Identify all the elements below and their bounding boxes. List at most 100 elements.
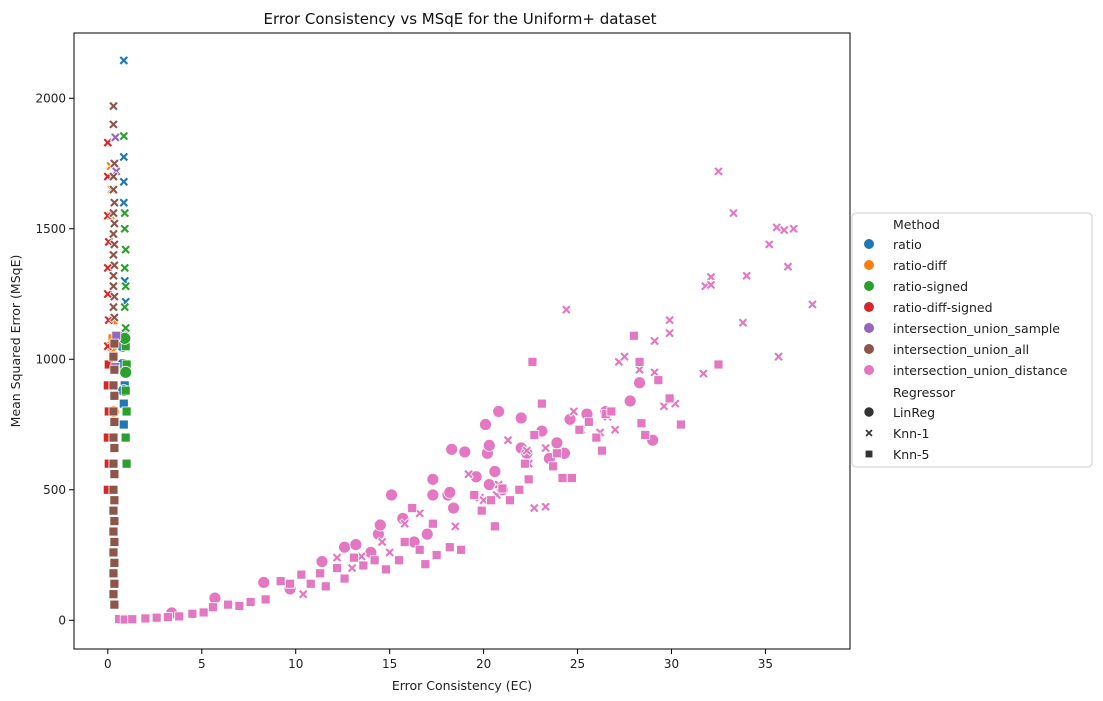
data-point-intersection-union-all-knn-5 bbox=[108, 505, 119, 516]
legend-hue-title: Method bbox=[893, 217, 940, 232]
data-point-intersection-union-distance-knn-1 bbox=[331, 552, 343, 564]
data-point-intersection-union-distance-knn-5 bbox=[332, 563, 342, 573]
data-point-intersection-union-distance-knn-1 bbox=[609, 424, 621, 436]
y-axis-ticks: 0 500 1000 1500 2000 bbox=[35, 91, 74, 627]
data-point-intersection-union-distance-knn-5 bbox=[529, 430, 540, 440]
data-point-intersection-union-distance-linreg bbox=[633, 376, 646, 390]
data-point-intersection-union-distance-knn-1 bbox=[568, 406, 580, 417]
y-tick-label: 1000 bbox=[35, 352, 66, 366]
data-point-intersection-union-all-knn-5 bbox=[108, 568, 119, 579]
data-point-intersection-union-distance-knn-1 bbox=[634, 364, 645, 376]
data-point-intersection-union-distance-knn-5 bbox=[591, 432, 602, 443]
data-point-intersection-union-distance-knn-5 bbox=[636, 418, 647, 429]
data-point-intersection-union-distance-knn-5 bbox=[223, 599, 233, 610]
data-point-intersection-union-distance-knn-5 bbox=[381, 564, 391, 575]
data-point-intersection-union-distance-knn-5 bbox=[456, 544, 466, 555]
data-point-ratio-signed-knn-5 bbox=[121, 406, 132, 417]
data-point-intersection-union-distance-linreg bbox=[445, 442, 459, 456]
data-point-intersection-union-distance-knn-5 bbox=[305, 578, 316, 589]
data-point-intersection-union-distance-knn-5 bbox=[339, 573, 350, 584]
data-point-intersection-union-distance-knn-1 bbox=[664, 314, 676, 326]
data-point-intersection-union-all-knn-1 bbox=[108, 270, 119, 282]
data-point-intersection-union-distance-knn-5 bbox=[399, 537, 410, 547]
y-tick-label: 2000 bbox=[35, 91, 66, 105]
data-point-intersection-union-distance-linreg bbox=[458, 445, 472, 459]
data-point-intersection-union-all-knn-1 bbox=[108, 207, 119, 219]
data-point-intersection-union-distance-knn-5 bbox=[713, 359, 724, 370]
data-point-intersection-union-distance-knn-5 bbox=[260, 594, 271, 605]
legend-swatch-ratio-diff bbox=[864, 260, 874, 270]
legend-marker-knn-5 bbox=[864, 449, 874, 459]
x-tick-label: 25 bbox=[570, 657, 585, 671]
data-point-intersection-union-distance-knn-5 bbox=[420, 559, 431, 570]
data-point-intersection-union-all-knn-1 bbox=[108, 100, 119, 112]
data-point-intersection-union-all-knn-1 bbox=[108, 184, 119, 196]
data-point-intersection-union-distance-knn-5 bbox=[427, 518, 438, 529]
data-point-intersection-union-distance-linreg bbox=[447, 501, 460, 515]
data-point-intersection-union-distance-knn-1 bbox=[346, 562, 358, 574]
data-point-intersection-union-distance-knn-5 bbox=[444, 542, 455, 553]
data-point-ratio-signed-knn-1 bbox=[119, 301, 131, 313]
data-point-ratio-signed-knn-1 bbox=[120, 244, 132, 256]
data-point-intersection-union-distance-knn-5 bbox=[634, 356, 645, 367]
data-point-ratio-signed-knn-1 bbox=[119, 262, 131, 274]
data-point-intersection-union-distance-knn-1 bbox=[414, 507, 426, 519]
legend-label-intersection-union-distance: intersection_union_distance bbox=[893, 363, 1068, 378]
data-point-intersection-union-distance-knn-1 bbox=[649, 366, 660, 378]
data-point-intersection-union-all-knn-5 bbox=[108, 380, 119, 391]
data-point-intersection-union-distance-knn-1 bbox=[782, 261, 794, 273]
data-point-intersection-union-all-knn-1 bbox=[109, 291, 120, 303]
legend-label-ratio: ratio bbox=[893, 237, 922, 252]
data-point-intersection-union-distance-knn-1 bbox=[778, 224, 790, 236]
data-point-intersection-union-distance-knn-1 bbox=[713, 165, 724, 177]
data-point-intersection-union-distance-linreg bbox=[208, 591, 222, 605]
legend-swatch-intersection-union-sample bbox=[864, 323, 874, 333]
data-point-intersection-union-distance-knn-5 bbox=[296, 569, 307, 580]
data-point-intersection-union-all-knn-5 bbox=[109, 338, 120, 349]
data-point-ratio-diff-signed-knn-1 bbox=[103, 314, 115, 326]
data-point-intersection-union-distance-linreg bbox=[482, 439, 496, 452]
data-point-intersection-union-distance-knn-5 bbox=[198, 607, 209, 618]
data-point-intersection-union-distance-linreg bbox=[426, 472, 440, 486]
data-point-intersection-union-all-knn-5 bbox=[108, 589, 119, 600]
data-point-intersection-union-distance-knn-5 bbox=[369, 555, 380, 566]
data-point-intersection-union-distance-knn-1 bbox=[649, 335, 660, 347]
data-point-intersection-union-all-knn-5 bbox=[109, 599, 120, 610]
data-point-ratio-knn-5 bbox=[118, 419, 129, 430]
data-point-intersection-union-distance-knn-1 bbox=[384, 547, 396, 558]
legend-label-ratio-diff: ratio-diff bbox=[893, 258, 947, 273]
data-point-intersection-union-distance-knn-5 bbox=[358, 560, 369, 571]
data-point-intersection-union-distance-linreg bbox=[338, 540, 351, 554]
x-tick-label: 5 bbox=[198, 657, 206, 671]
data-point-intersection-union-all-knn-1 bbox=[108, 249, 119, 261]
data-point-intersection-union-all-knn-5 bbox=[108, 484, 119, 495]
data-point-intersection-union-distance-knn-5 bbox=[675, 419, 686, 430]
x-tick-label: 30 bbox=[664, 657, 679, 671]
data-point-intersection-union-distance-linreg bbox=[514, 411, 528, 425]
data-point-intersection-union-distance-knn-1 bbox=[297, 588, 309, 600]
data-point-intersection-union-distance-knn-5 bbox=[320, 581, 331, 592]
data-point-intersection-union-distance-knn-5 bbox=[476, 505, 487, 516]
x-tick-label: 20 bbox=[476, 657, 491, 671]
legend-label-ratio-diff-signed: ratio-diff-signed bbox=[893, 300, 993, 315]
data-point-ratio-signed-knn-5 bbox=[121, 458, 132, 469]
legend-label-knn-5: Knn-5 bbox=[893, 447, 930, 462]
data-point-intersection-union-distance-knn-1 bbox=[807, 299, 818, 310]
data-point-intersection-union-all-knn-5 bbox=[109, 417, 120, 427]
legend-swatch-ratio-diff-signed bbox=[864, 302, 874, 312]
data-point-intersection-union-distance-knn-5 bbox=[285, 578, 295, 589]
data-point-ratio-signed-knn-1 bbox=[119, 223, 131, 235]
data-point-intersection-union-distance-knn-1 bbox=[450, 520, 461, 532]
legend-label-intersection-union-all: intersection_union_all bbox=[893, 342, 1029, 357]
data-point-intersection-union-distance-knn-5 bbox=[245, 597, 256, 607]
data-point-ratio-diff-signed-knn-1 bbox=[102, 210, 114, 222]
data-point-intersection-union-distance-knn-5 bbox=[574, 424, 585, 435]
data-point-intersection-union-distance-knn-5 bbox=[514, 484, 525, 495]
y-tick-label: 500 bbox=[43, 483, 66, 497]
data-point-intersection-union-distance-knn-1 bbox=[773, 351, 784, 363]
data-point-intersection-union-distance-knn-1 bbox=[540, 442, 552, 454]
data-point-intersection-union-all-knn-1 bbox=[109, 197, 120, 209]
data-point-intersection-union-distance-knn-5 bbox=[597, 445, 607, 456]
data-point-ratio-diff-signed-knn-1 bbox=[102, 262, 114, 274]
